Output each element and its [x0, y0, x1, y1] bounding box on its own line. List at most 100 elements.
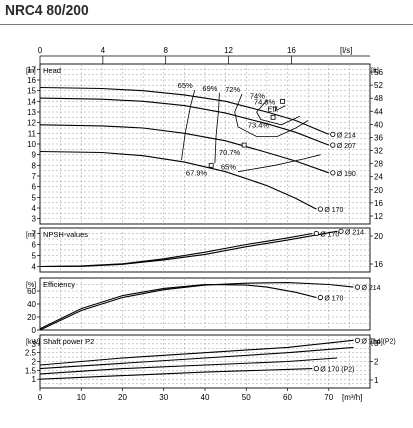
efficiency-panel-title: Efficiency — [43, 280, 75, 289]
title-divider — [0, 24, 413, 25]
shaft-power-series-line — [39, 357, 338, 375]
shaft-power-ytick-label: 2.5 — [25, 349, 37, 358]
head-ytick-right-label: 52 — [374, 81, 383, 90]
iso-curve-3 — [256, 100, 301, 126]
efficiency-ytick-label: 20 — [27, 313, 36, 322]
npsh-panel-title: NPSH-values — [43, 230, 88, 239]
shaft-power-series-label-marker — [354, 337, 361, 343]
efficiency-series-label-marker — [317, 294, 323, 301]
head-ytick-right-label: 12 — [374, 212, 383, 221]
efficiency-series-label: Ø 214 — [362, 285, 381, 292]
shaft-power-ytick-right-label: 2 — [374, 358, 379, 367]
iso-curve-1 — [214, 92, 220, 164]
head-unit-left: [m] — [26, 68, 36, 75]
head-ytick-label: 16 — [27, 76, 36, 85]
shaft-power-series-line — [39, 346, 354, 370]
shaft-power-series-label: Ø 170 (P2) — [320, 367, 354, 374]
head-ytick-label: 4 — [32, 204, 37, 213]
iso-curve-label: 74% — [250, 91, 265, 100]
head-ytick-right-label: 48 — [374, 94, 383, 103]
head-ytick-label: 6 — [32, 183, 37, 192]
bottom-axis-tick-label: 10 — [77, 393, 86, 402]
iso-curve-2 — [234, 93, 309, 137]
shaft-power-series-label: Ø 214 (P2) — [362, 338, 396, 345]
iso-curve-label: 65% — [178, 81, 193, 90]
head-series-label-marker — [330, 142, 336, 148]
top-axis-unit: [l/s] — [340, 46, 352, 55]
head-ytick-label: 11 — [28, 129, 37, 138]
head-ytick-right-label: 24 — [374, 173, 383, 182]
bottom-axis-tick-label: 30 — [159, 393, 168, 402]
head-ytick-right-label: 40 — [374, 120, 383, 129]
head-ytick-right-label: 28 — [374, 160, 383, 169]
npsh-ytick-label: 6 — [32, 241, 37, 250]
shaft-power-series-line — [39, 339, 354, 366]
head-unit-right: [ft] — [371, 68, 379, 75]
bottom-axis-tick-label: 50 — [242, 393, 251, 402]
shaft-power-series-line — [39, 368, 313, 380]
npsh-series-label: Ø 170 — [320, 232, 339, 239]
head-series-line — [39, 150, 317, 210]
top-axis-tick-label: 4 — [101, 46, 106, 55]
iso-curve-label: 74.3% — [254, 98, 276, 107]
bottom-axis-tick-label: 20 — [118, 393, 127, 402]
top-axis-tick-label: 16 — [287, 46, 296, 55]
head-ytick-label: 7 — [32, 172, 37, 181]
head-ytick-label: 15 — [27, 87, 36, 96]
shaft-power-ytick-label: 2 — [32, 358, 37, 367]
head-series-line — [39, 86, 330, 135]
efficiency-ytick-label: 0 — [32, 326, 37, 335]
npsh-ytick-right-label: 20 — [374, 232, 383, 241]
head-ytick-label: 10 — [27, 140, 36, 149]
efficiency-ytick-label: 40 — [27, 300, 36, 309]
npsh-ytick-label: 7 — [32, 230, 37, 239]
efficiency-unit-left: [%] — [26, 282, 36, 289]
shaft-power-ytick-right-label: 1 — [374, 376, 379, 385]
efficiency-point-label: Eff. — [267, 104, 278, 113]
shaft-power-ytick-label: 3 — [32, 340, 37, 349]
head-ytick-label: 13 — [27, 108, 36, 117]
npsh-ytick-label: 5 — [32, 252, 37, 261]
shaft-power-ytick-label: 1.5 — [25, 366, 37, 375]
efficiency-ytick-label: 60 — [27, 287, 36, 296]
head-ytick-label: 14 — [27, 97, 36, 106]
shaft-power-unit-right: [hp] — [371, 339, 383, 346]
head-ytick-label: 17 — [27, 65, 36, 74]
efficiency-series-line — [39, 282, 354, 331]
head-ytick-right-label: 20 — [374, 186, 383, 195]
npsh-ytick-label: 4 — [32, 263, 37, 272]
top-axis-tick-label: 0 — [38, 46, 43, 55]
head-ytick-label: 5 — [32, 193, 37, 202]
shaft-power-unit-left: [kW] — [26, 339, 40, 346]
head-ytick-right-label: 36 — [374, 133, 383, 142]
npsh-series-label-marker — [313, 230, 319, 237]
npsh-unit-left: [m] — [26, 232, 36, 239]
head-series-label-marker — [330, 131, 336, 137]
npsh-ytick-right-label: 16 — [374, 260, 383, 269]
head-ytick-label: 9 — [32, 151, 37, 160]
top-axis-tick-label: 8 — [163, 46, 168, 55]
npsh-series-line — [39, 232, 313, 268]
bottom-axis-tick-label: 70 — [324, 393, 333, 402]
shaft-power-ytick-right-label: 3 — [374, 339, 379, 348]
head-series-label-marker — [330, 170, 336, 176]
head-series-label-marker — [317, 206, 323, 212]
iso-curve-0 — [181, 89, 196, 161]
efficiency-point-marker — [241, 142, 247, 148]
iso-curve-4 — [274, 105, 286, 112]
efficiency-series-label: Ø 170 — [324, 296, 343, 303]
head-series-line — [39, 124, 329, 174]
iso-curve-label: 69% — [202, 84, 217, 93]
top-axis-tick-label: 12 — [224, 46, 233, 55]
bottom-axis-tick-label: 0 — [38, 393, 43, 402]
efficiency-point-marker — [208, 162, 214, 168]
shaft-power-ytick-label: 1 — [32, 375, 37, 384]
head-ytick-right-label: 16 — [374, 199, 383, 208]
iso-curve-label: 65% — [221, 163, 236, 172]
head-ytick-label: 12 — [27, 119, 36, 128]
head-series-line — [39, 97, 329, 146]
bottom-axis-tick-label: 40 — [201, 393, 210, 402]
efficiency-point-marker — [270, 114, 276, 120]
iso-curve-5 — [237, 154, 321, 173]
